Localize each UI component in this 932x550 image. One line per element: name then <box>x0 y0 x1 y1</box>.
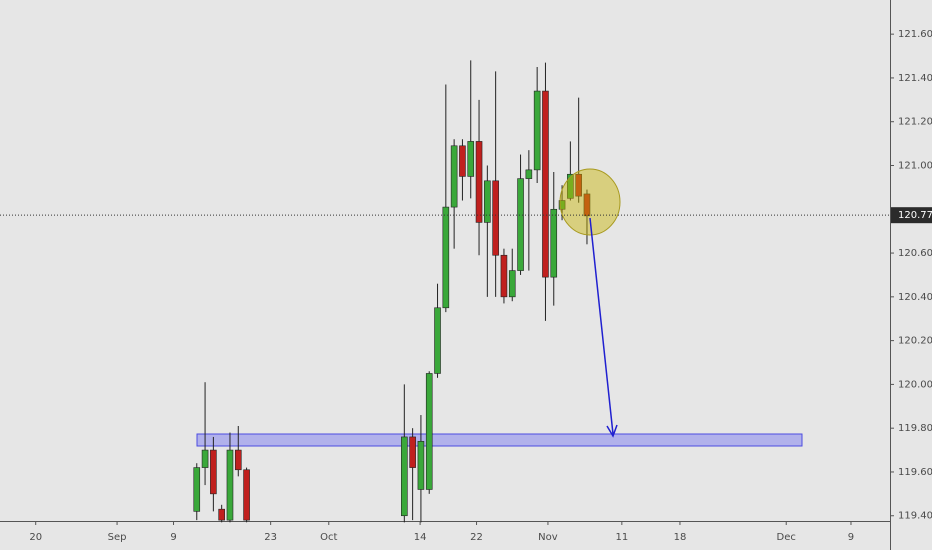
candle-body <box>434 307 441 374</box>
candle-body <box>401 436 408 517</box>
last-price-label: 120.773 <box>898 210 932 221</box>
candle-body <box>409 436 416 468</box>
support-zone <box>196 433 803 447</box>
x-tick-label: 23 <box>264 532 277 543</box>
x-tick-label: 9 <box>848 532 854 543</box>
y-tick-label: 119.800 <box>898 423 932 434</box>
x-tick-label: 9 <box>170 532 176 543</box>
x-tick-label: 18 <box>674 532 687 543</box>
candle-body <box>542 90 549 278</box>
y-tick-label: 120.600 <box>898 248 932 259</box>
candle-body <box>533 90 541 171</box>
highlight-circle <box>559 168 621 236</box>
candle-body <box>575 173 582 197</box>
x-tick-label: 22 <box>470 532 483 543</box>
candle-body <box>558 200 566 210</box>
candle-body <box>243 469 250 521</box>
x-tick-label: Oct <box>320 532 337 543</box>
candle-body <box>450 145 458 208</box>
y-tick-label: 121.200 <box>898 117 932 128</box>
y-tick-label: 121.000 <box>898 160 932 171</box>
candle-body <box>484 180 491 223</box>
candle-body <box>467 141 475 177</box>
candle-body <box>234 449 242 471</box>
candle-body <box>417 441 425 490</box>
candle-body <box>218 508 225 521</box>
candle-body <box>500 254 508 298</box>
y-tick-label: 119.600 <box>898 467 932 478</box>
candle-body <box>508 270 516 298</box>
x-tick-label: 11 <box>615 532 628 543</box>
y-tick-label: 120.400 <box>898 292 932 303</box>
y-tick-label: 121.600 <box>898 29 932 40</box>
candle-body <box>475 141 483 223</box>
y-tick-label: 119.400 <box>898 511 932 522</box>
y-tick-label: 121.400 <box>898 73 932 84</box>
candle-body <box>442 206 450 309</box>
x-tick-label: Dec <box>777 532 796 543</box>
candle-body <box>210 449 217 495</box>
forecast-arrow <box>589 217 614 435</box>
candle-body <box>425 373 433 490</box>
candle-body <box>550 208 558 278</box>
candle-body <box>201 449 209 468</box>
x-tick-label: 20 <box>29 532 42 543</box>
x-tick-label: 14 <box>414 532 427 543</box>
x-tick-label: Sep <box>108 532 127 543</box>
arrow-head <box>606 424 618 438</box>
y-tick-label: 120.000 <box>898 379 932 390</box>
last-price-box <box>891 207 932 224</box>
candle-body <box>226 449 234 521</box>
candle-body <box>193 467 201 512</box>
candle-body <box>525 169 533 179</box>
candle-body <box>517 178 524 271</box>
candle-body <box>583 193 591 217</box>
x-tick-label: Nov <box>538 532 558 543</box>
candle-body <box>567 173 574 199</box>
candle-body <box>492 180 499 256</box>
y-tick-label: 120.200 <box>898 336 932 347</box>
candle-body <box>459 145 466 177</box>
